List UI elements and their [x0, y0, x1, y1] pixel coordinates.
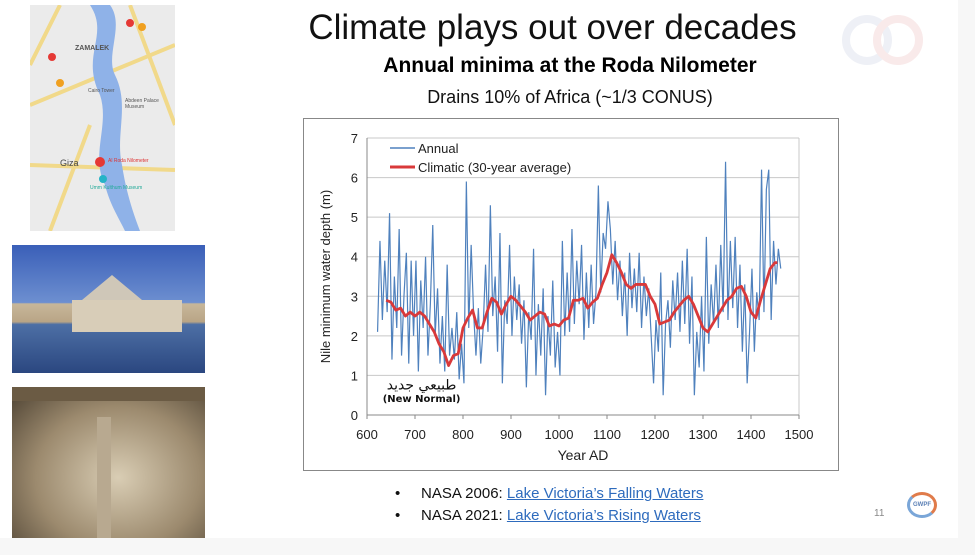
y-tick-label: 0 [351, 408, 358, 423]
y-tick-label: 2 [351, 329, 358, 344]
watermark-logo [842, 15, 923, 65]
chart: 0 1 2 3 4 5 6 7 600 700 800 900 1000 1100 1200 1300 1400… [318, 131, 814, 463]
link-falling-waters[interactable]: Lake Victoria’s Falling Waters [506, 485, 704, 502]
nilometer-exterior-photo [12, 245, 205, 373]
location-pin-icon [95, 157, 105, 167]
slide: ZAMALEK Giza Al Roda Nilometer Cairo Tow… [12, 5, 937, 538]
bullet-prefix: NASA 2021: [421, 507, 507, 524]
map-graphic [30, 5, 175, 231]
map-image: ZAMALEK Giza Al Roda Nilometer Cairo Tow… [30, 5, 175, 231]
map-label-zamalek: ZAMALEK [75, 45, 110, 52]
slide-title: Climate plays out over decades [308, 8, 797, 47]
map-label-abdeen: Abdeen Palace Museum [125, 98, 159, 110]
caption: Drains 10% of Africa (~1/3 CONUS) [427, 87, 713, 107]
y-tick-label: 5 [351, 210, 358, 225]
annotation-1: (New Normal) [383, 394, 461, 405]
map-label-museum: Umm Kulthum Museum [90, 185, 143, 191]
gwpf-logo-text: GWPF [913, 502, 931, 508]
x-tick-label: 800 [452, 427, 474, 442]
nilometer-interior-photo [12, 387, 205, 538]
x-tick-label: 1300 [689, 427, 718, 442]
x-tick-label: 900 [500, 427, 522, 442]
page-number: 11 [874, 508, 885, 519]
y-tick-label: 3 [351, 289, 358, 304]
legend-label-climatic: Climatic (30-year average) [418, 160, 571, 175]
map-label-giza: Giza [60, 158, 79, 168]
y-axis-title: Nile minimum water depth (m) [318, 190, 333, 363]
y-tick-label: 4 [351, 250, 358, 265]
chart-container: 0 1 2 3 4 5 6 7 600 700 800 900 1000 1100 1200 1300 1400… [303, 118, 839, 471]
series-climatic-line [385, 253, 778, 367]
series-annual-line [376, 161, 782, 396]
x-tick-label: 1000 [545, 427, 574, 442]
x-tick-label: 1200 [641, 427, 670, 442]
x-tick-label: 600 [356, 427, 378, 442]
map-label-nilometer: Al Roda Nilometer [108, 158, 149, 164]
x-tick-label: 1500 [785, 427, 814, 442]
y-tick-label: 1 [351, 368, 358, 383]
y-tick-label: 7 [351, 131, 358, 146]
bullet-prefix: NASA 2006: [421, 485, 507, 502]
y-tick-label: 6 [351, 171, 358, 186]
x-tick-label: 1100 [593, 427, 621, 442]
map-label-cairo-tower: Cairo Tower [88, 88, 115, 94]
chart-subtitle: Annual minima at the Roda Nilometer [383, 54, 757, 77]
x-tick-label: 700 [404, 427, 426, 442]
gwpf-logo: GWPF [907, 492, 937, 518]
legend-label-annual: Annual [418, 141, 459, 156]
x-tick-label: 1400 [737, 427, 766, 442]
x-axis-title: Year AD [558, 447, 609, 463]
bullet-item: • NASA 2006: Lake Victoria’s Falling Wate… [395, 485, 704, 502]
link-rising-waters[interactable]: Lake Victoria’s Rising Waters [506, 507, 701, 524]
bullet-item: • NASA 2021: Lake Victoria’s Rising Water… [395, 507, 701, 524]
annotation-0: طبيعي جديد [387, 377, 457, 393]
